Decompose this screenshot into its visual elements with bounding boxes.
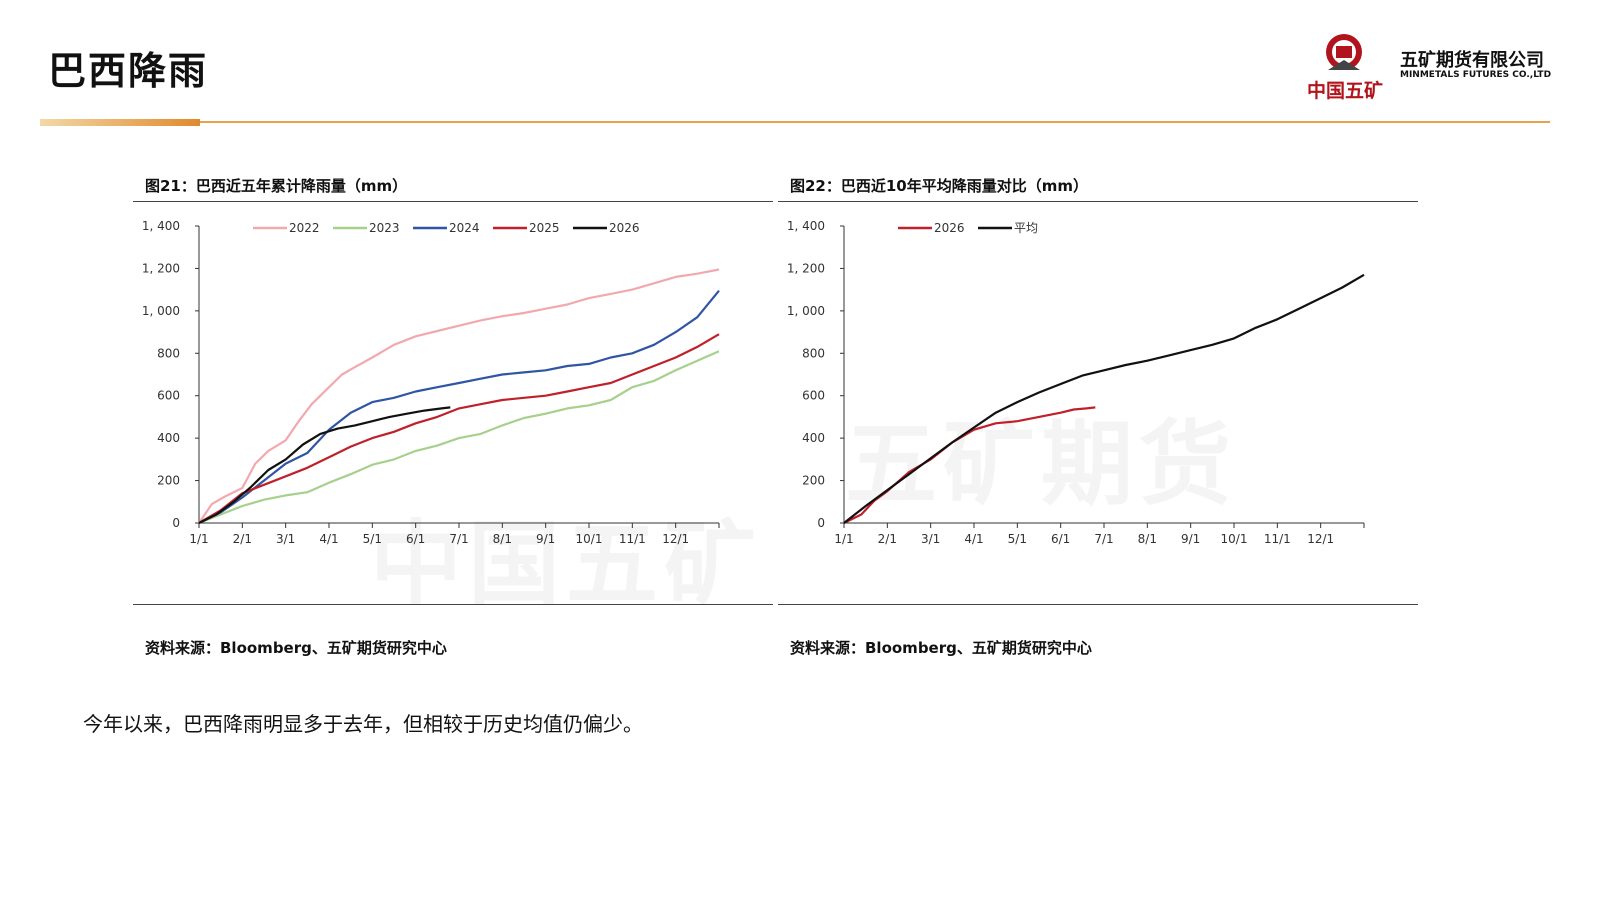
x-tick-label: 3/1 bbox=[921, 532, 940, 546]
company-name-en: MINMETALS FUTURES CO.,LTD bbox=[1400, 70, 1552, 80]
x-tick-label: 12/1 bbox=[662, 532, 689, 546]
x-tick-label: 11/1 bbox=[619, 532, 646, 546]
x-tick-label: 10/1 bbox=[576, 532, 603, 546]
x-tick-label: 1/1 bbox=[834, 532, 853, 546]
x-tick-label: 1/1 bbox=[189, 532, 208, 546]
x-tick-label: 8/1 bbox=[1138, 532, 1157, 546]
y-tick-label: 400 bbox=[157, 431, 180, 445]
summary-text: 今年以来，巴西降雨明显多于去年，但相较于历史均值仍偏少。 bbox=[83, 712, 643, 736]
chart-panel-2: 图22：巴西近10年平均降雨量对比（mm） 0 200 400 600 800 1, 00… bbox=[778, 175, 1418, 657]
y-tick-label: 200 bbox=[157, 474, 180, 488]
chart-top-rule bbox=[133, 201, 773, 202]
y-tick-label: 800 bbox=[157, 346, 180, 360]
logo-text-cn: 中国五矿 bbox=[1306, 80, 1383, 102]
x-tick-label: 2/1 bbox=[233, 532, 252, 546]
series-line-2024 bbox=[198, 290, 720, 524]
series-line-2026 bbox=[843, 406, 1096, 524]
x-tick-label: 12/1 bbox=[1307, 532, 1334, 546]
x-tick-label: 7/1 bbox=[1094, 532, 1113, 546]
header-divider bbox=[40, 121, 1550, 123]
minmetals-emblem-icon bbox=[1326, 34, 1362, 70]
chart-source: 资料来源：Bloomberg、五矿期货研究中心 bbox=[790, 639, 1092, 657]
y-tick-label: 1, 400 bbox=[142, 219, 180, 233]
y-tick-label: 800 bbox=[802, 346, 825, 360]
y-tick-label: 400 bbox=[802, 431, 825, 445]
legend-label: 平均 bbox=[1014, 221, 1038, 235]
y-tick-label: 600 bbox=[802, 389, 825, 403]
legend-label: 2023 bbox=[369, 221, 400, 235]
legend-label: 2024 bbox=[449, 221, 480, 235]
chart-source: 资料来源：Bloomberg、五矿期货研究中心 bbox=[145, 639, 447, 657]
series-line-2025 bbox=[198, 333, 720, 524]
x-tick-label: 10/1 bbox=[1221, 532, 1248, 546]
series-line-2023 bbox=[198, 350, 720, 525]
legend-label: 2022 bbox=[289, 221, 320, 235]
x-tick-label: 6/1 bbox=[1051, 532, 1070, 546]
cumulative-rainfall-chart: 0 200 400 600 800 1, 000 1, 200 1, 400 1/1 2/1 3/1… bbox=[142, 219, 720, 546]
x-tick-label: 9/1 bbox=[536, 532, 555, 546]
y-tick-label: 1, 000 bbox=[787, 304, 825, 318]
x-tick-label: 6/1 bbox=[406, 532, 425, 546]
chart-bottom-rule bbox=[133, 604, 773, 605]
x-tick-label: 3/1 bbox=[276, 532, 295, 546]
y-tick-label: 1, 200 bbox=[787, 261, 825, 275]
y-tick-label: 200 bbox=[802, 474, 825, 488]
chart-top-rule bbox=[778, 201, 1418, 202]
x-tick-label: 4/1 bbox=[319, 532, 338, 546]
header-accent-bar bbox=[40, 119, 200, 126]
x-tick-label: 9/1 bbox=[1181, 532, 1200, 546]
y-tick-label: 600 bbox=[157, 389, 180, 403]
x-tick-label: 5/1 bbox=[363, 532, 382, 546]
watermark-left: 中国五矿 bbox=[370, 511, 763, 618]
average-rainfall-chart: 0 200 400 600 800 1, 000 1, 200 1, 400 1/1 2/1 3/1… bbox=[787, 219, 1365, 546]
x-tick-label: 7/1 bbox=[449, 532, 468, 546]
x-tick-label: 5/1 bbox=[1008, 532, 1027, 546]
legend-label: 2025 bbox=[529, 221, 560, 235]
x-tick-label: 11/1 bbox=[1264, 532, 1291, 546]
company-logo: 中国五矿 五矿期货有限公司 MINMETALS FUTURES CO.,LTD bbox=[1290, 32, 1552, 102]
y-tick-label: 1, 000 bbox=[142, 304, 180, 318]
x-tick-label: 2/1 bbox=[878, 532, 897, 546]
y-tick-label: 1, 200 bbox=[142, 261, 180, 275]
chart-title: 图22：巴西近10年平均降雨量对比（mm） bbox=[790, 177, 1089, 195]
series-line-2026 bbox=[198, 406, 451, 524]
chart-panel-1: 图21：巴西近五年累计降雨量（mm） 0 200 400 600 800 1, 000 1,… bbox=[133, 175, 773, 657]
company-name-cn: 五矿期货有限公司 bbox=[1400, 50, 1544, 71]
legend-label: 2026 bbox=[609, 221, 640, 235]
series-line-2022 bbox=[198, 268, 720, 524]
y-tick-label: 0 bbox=[172, 516, 180, 530]
x-tick-label: 4/1 bbox=[964, 532, 983, 546]
series-line-平均 bbox=[843, 273, 1365, 524]
chart-bottom-rule bbox=[778, 604, 1418, 605]
watermark-right: 五矿期货 bbox=[845, 411, 1238, 518]
legend-label: 2026 bbox=[934, 221, 965, 235]
page-title: 巴西降雨 bbox=[48, 49, 209, 93]
chart-title: 图21：巴西近五年累计降雨量（mm） bbox=[145, 177, 408, 195]
y-tick-label: 1, 400 bbox=[787, 219, 825, 233]
x-tick-label: 8/1 bbox=[493, 532, 512, 546]
y-tick-label: 0 bbox=[817, 516, 825, 530]
